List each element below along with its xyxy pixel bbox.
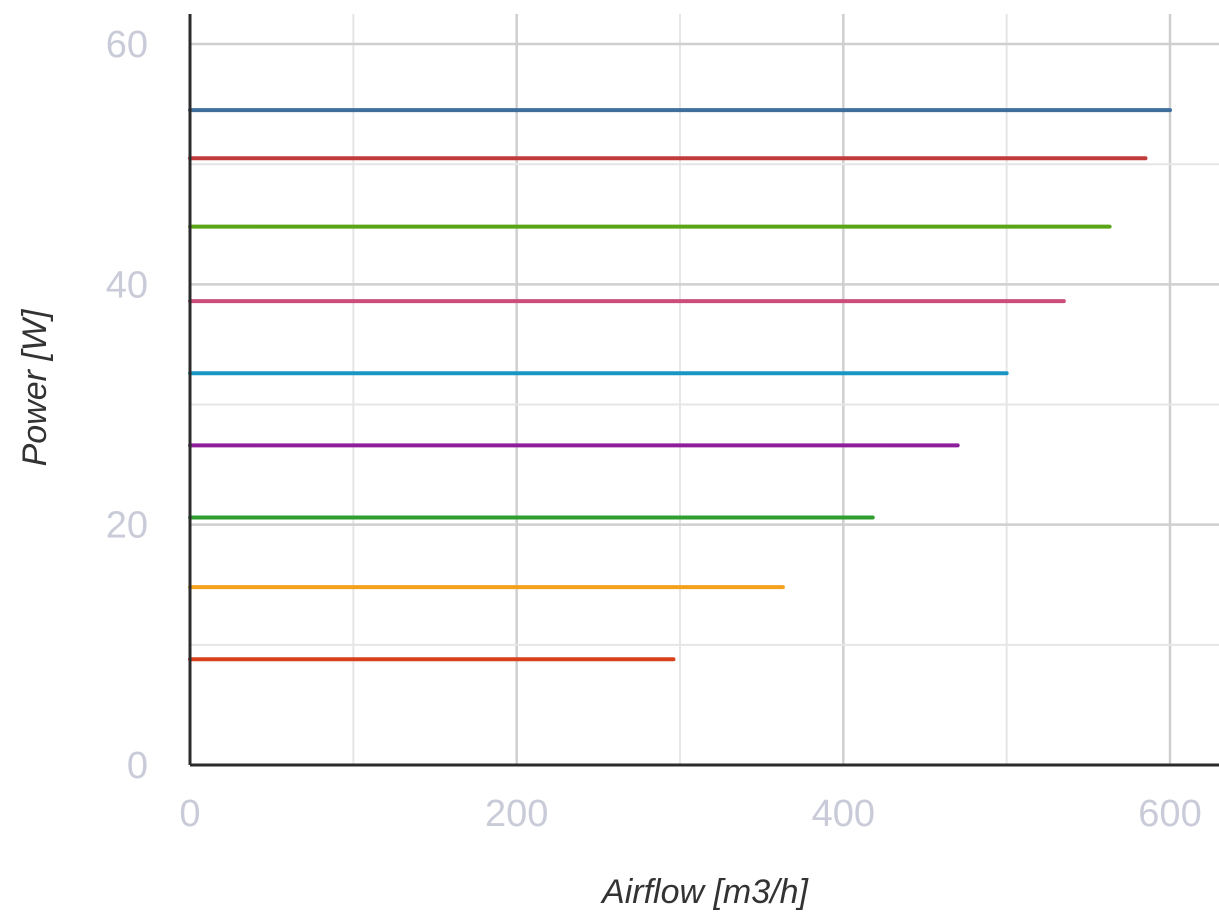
x-tick-label: 200 <box>485 793 548 835</box>
y-tick-label: 60 <box>106 24 148 66</box>
x-tick-label: 0 <box>179 793 200 835</box>
grid <box>190 14 1219 765</box>
x-tick-label: 600 <box>1138 793 1201 835</box>
tick-labels: 0 200 400 600 0 20 40 60 <box>106 24 1202 835</box>
y-tick-label: 20 <box>106 505 148 547</box>
x-tick-label: 400 <box>812 793 875 835</box>
y-tick-label: 0 <box>127 745 148 787</box>
axes <box>188 14 1219 767</box>
y-axis-title: Power [W] <box>16 308 54 466</box>
series-layer <box>188 108 1172 662</box>
x-axis-title: Airflow [m3/h] <box>600 873 809 911</box>
y-tick-label: 40 <box>106 264 148 306</box>
